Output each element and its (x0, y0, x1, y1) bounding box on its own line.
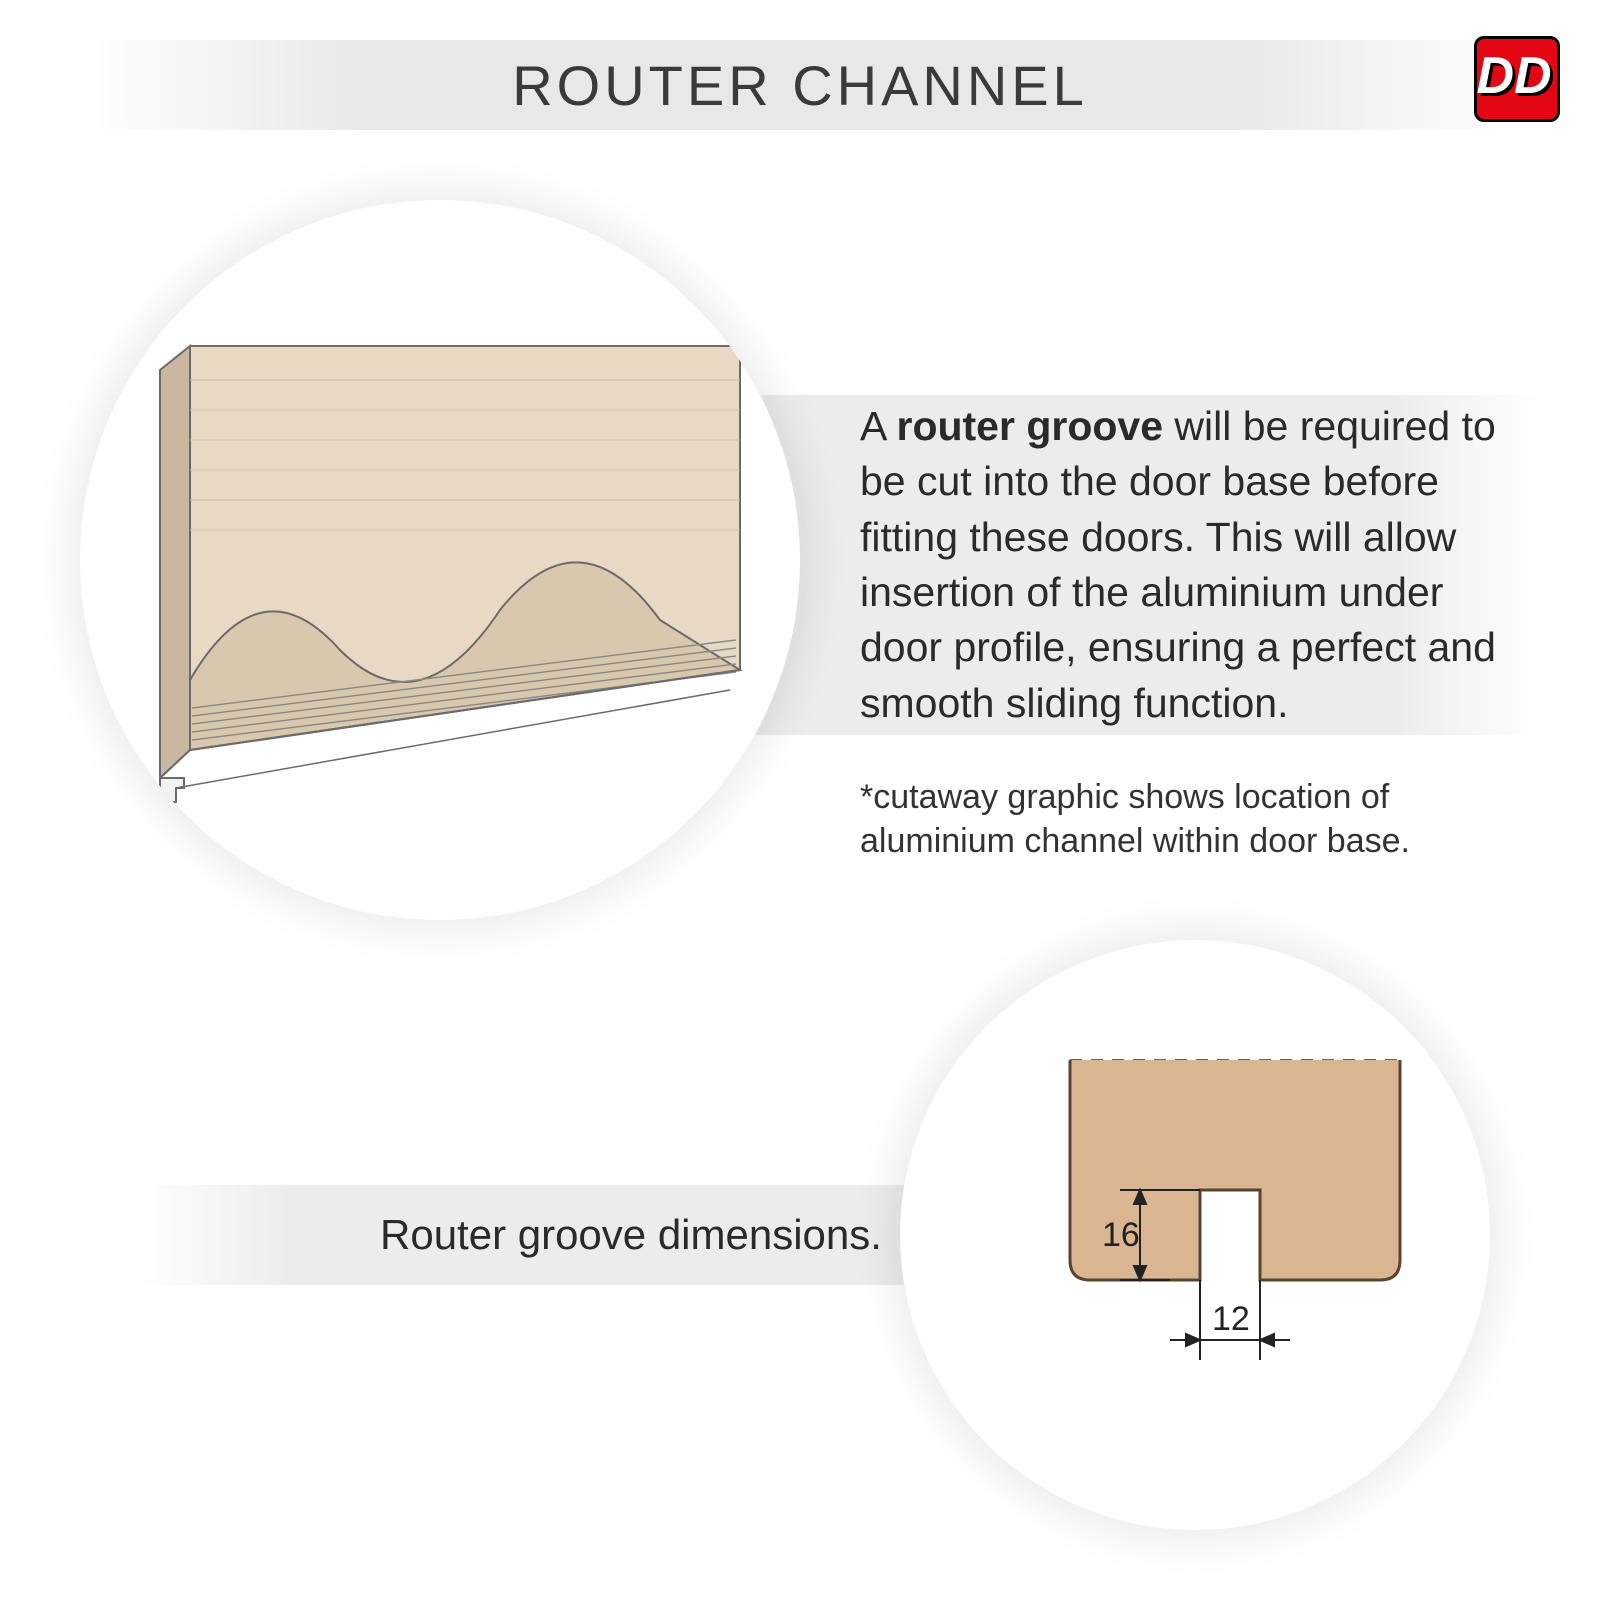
footnote-text: *cutaway graphic shows location of alumi… (860, 775, 1540, 863)
groove-dimensions-illustration: 16 12 (900, 940, 1490, 1530)
page-title: ROUTER CHANNEL (512, 53, 1088, 118)
brand-logo: DD (1474, 36, 1560, 122)
dim-width: 12 (1212, 1300, 1250, 1338)
title-bar: ROUTER CHANNEL (80, 40, 1520, 130)
cutaway-illustration (80, 200, 800, 920)
cutaway-svg (120, 310, 780, 830)
desc-rest: will be required to be cut into the door… (860, 403, 1496, 726)
dimensions-label: Router groove dimensions. (380, 1211, 882, 1259)
description-text: A router groove will be required to be c… (860, 399, 1500, 731)
groove-svg: 16 12 (990, 1030, 1420, 1450)
logo-text: DD (1479, 49, 1554, 109)
desc-prefix: A (860, 403, 896, 449)
dim-depth: 16 (1102, 1216, 1140, 1254)
desc-bold: router groove (896, 403, 1163, 449)
